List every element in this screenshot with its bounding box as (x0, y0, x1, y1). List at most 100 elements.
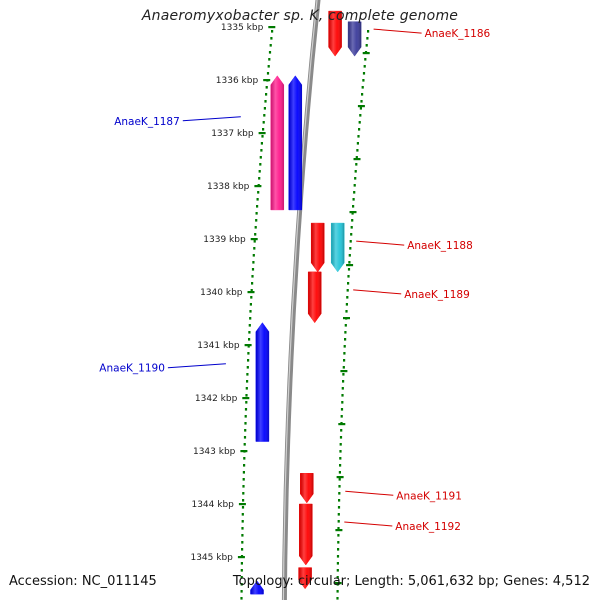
inner-ring-dot (251, 268, 255, 271)
scale-ticks: 1335 kbp 1336 kbp 1337 kbp 1338 kbp 1339 kbp… (190, 23, 370, 585)
tick-label-1343: 1343 kbp (193, 447, 236, 457)
outer-ring-dot (338, 499, 341, 502)
inner-ring-dot (242, 485, 245, 488)
inner-ring-dot (250, 296, 253, 299)
inner-ring-dot (251, 282, 254, 285)
label-leader-anaek-1190 (167, 363, 226, 369)
outer-ring-dot (341, 401, 344, 404)
outer-tick-mark-1336 (357, 105, 365, 108)
outer-ring-dot (344, 338, 347, 341)
outer-ring-dot (340, 408, 344, 411)
outer-ring-dot (342, 366, 345, 369)
gene-arrow-unlabeled-11-shading (250, 580, 264, 595)
outer-ring-dot (338, 471, 341, 474)
outer-ring-dot (337, 548, 340, 551)
inner-ring-dot (259, 156, 262, 159)
outer-ring-dot (336, 555, 340, 558)
inner-ring-dot (246, 373, 249, 376)
inner-ring-dot (240, 590, 243, 593)
outer-ring-dot (352, 205, 355, 208)
inner-ring-dot (246, 366, 249, 369)
outer-tick-mark-1338 (349, 211, 357, 214)
inner-ring-dot (263, 114, 266, 117)
inner-ring-dot (253, 240, 256, 243)
outer-ring-dot (348, 254, 351, 257)
outer-ring-dot (342, 380, 345, 383)
outer-ring-dot (345, 303, 348, 306)
inner-ring-dot (252, 261, 255, 264)
outer-ring-dot (351, 212, 354, 215)
inner-ring-dot (240, 569, 243, 572)
outer-ring-dot (353, 184, 356, 187)
inner-ring-dot (270, 37, 273, 40)
inner-ring-dot (240, 597, 243, 600)
tick-mark-1337 (258, 132, 266, 135)
inner-ring-dot (243, 436, 247, 439)
tick-mark-1342 (242, 397, 250, 400)
label-leader-anaek-1188 (356, 240, 405, 246)
outer-tick-mark-1341 (340, 370, 348, 373)
outer-ring-dot (337, 534, 340, 537)
map-title: Anaeromyxobacter sp. K, complete genome (141, 8, 459, 24)
backbone-highlight (282, 0, 318, 600)
inner-ring-dot (241, 541, 244, 544)
inner-ring-dot (241, 513, 244, 516)
outer-ring-dot (350, 226, 353, 229)
outer-ring-dot (347, 275, 350, 278)
outer-ring-dot (336, 590, 339, 593)
gene-arrow-unlabeled-10-shading (298, 567, 312, 589)
inner-ring-dot (242, 499, 245, 502)
outer-ring-dot (352, 198, 355, 201)
inner-ring-dot (254, 233, 257, 236)
inner-ring-dot (245, 387, 248, 390)
tick-label-1342: 1342 kbp (195, 394, 238, 404)
outer-ring-dot (346, 296, 349, 299)
gene-arrow-anaek-1190-shading (255, 322, 269, 442)
inner-ring-dot (248, 324, 251, 327)
gene-label-anaek-1189: AnaeK_1189 (404, 289, 470, 301)
gene-label-anaek-1190: AnaeK_1190 (99, 363, 165, 375)
inner-ring-dot (241, 527, 244, 530)
inner-ring-dot (255, 212, 258, 215)
gene-label-anaek-1187: AnaeK_1187 (114, 116, 180, 128)
inner-ring-dot (246, 380, 249, 383)
outer-ring-dot (363, 65, 366, 68)
outer-ring-dot (365, 44, 368, 47)
inner-ring-dot (241, 506, 245, 509)
outer-ring-dot (344, 324, 347, 327)
tick-mark-1341 (244, 344, 252, 347)
inner-ring-dot (271, 30, 274, 33)
outer-ring-dot (351, 219, 354, 222)
outer-ring-dot (349, 247, 352, 250)
outer-ring-dot (343, 345, 346, 348)
gene-arrow-anaek-1189-shading (308, 271, 322, 323)
inner-ring-dot (256, 198, 259, 201)
inner-ring-dot (268, 51, 272, 54)
gene-arrow-unlabeled-1-shading (348, 21, 362, 57)
inner-ring-dot (247, 345, 250, 348)
outer-ring-dot (358, 121, 361, 124)
inner-ring-dot (241, 548, 244, 551)
label-leader-anaek-1186 (373, 28, 422, 34)
inner-ring-dot (247, 359, 250, 362)
outer-ring-dot (360, 100, 363, 103)
outer-ring-dot (347, 268, 351, 271)
outer-ring-dot (338, 478, 341, 481)
tick-mark-1339 (250, 238, 258, 241)
gene-arrow-anaek-1192-shading (299, 504, 313, 565)
gene-label-anaek-1188: AnaeK_1188 (407, 240, 473, 252)
outer-ring-dot (355, 163, 358, 166)
outer-ring-dot (338, 485, 341, 488)
outer-ring-dot (337, 527, 340, 530)
inner-ring-dot (243, 464, 246, 467)
inner-ring-dot (268, 58, 271, 61)
inner-ring-dot (251, 275, 254, 278)
outer-ring-dot (356, 142, 359, 145)
label-leader-anaek-1191 (345, 490, 394, 496)
tick-label-1339: 1339 kbp (203, 235, 246, 245)
inner-ring-dot (242, 471, 245, 474)
tick-mark-1343 (240, 450, 248, 453)
inner-ring-dot (266, 72, 270, 75)
inner-ring-dot (265, 93, 268, 96)
